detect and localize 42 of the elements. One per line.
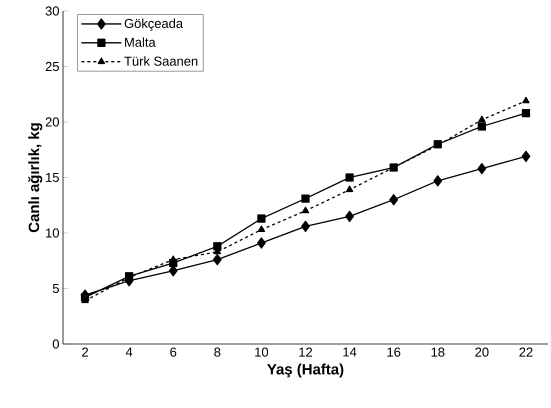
point	[301, 220, 310, 232]
point	[477, 162, 486, 174]
legend-label: Malta	[125, 37, 156, 47]
x-tick-label: 18	[432, 348, 444, 357]
x-tick-label: 4	[126, 348, 132, 356]
x-tick-label: 22	[519, 348, 533, 357]
y-tick-label: 20	[46, 117, 59, 127]
point	[478, 122, 486, 131]
point	[301, 194, 310, 203]
x-axis-title: Yaş (Hafta)	[267, 364, 344, 378]
x-tick-label: 10	[255, 348, 268, 357]
y-tick-label: 25	[46, 62, 59, 72]
y-tick-label: 15	[46, 172, 59, 182]
x-tick-label: 8	[214, 348, 220, 357]
point	[478, 116, 486, 122]
x-tick-label: 2	[82, 348, 88, 357]
y-axis-title: Canlı ağırlık, kg	[28, 123, 42, 232]
point	[345, 173, 354, 182]
point	[213, 242, 222, 250]
y-tick-label: 5	[52, 284, 59, 294]
point	[257, 237, 266, 249]
legend-label: Türk Saanen	[124, 56, 198, 66]
y-tick-label: 10	[46, 228, 59, 238]
x-tick-label: 20	[475, 348, 489, 357]
x-tick-label: 16	[387, 348, 400, 357]
point	[433, 175, 442, 186]
x-tick-label: 6	[170, 348, 176, 357]
point	[345, 210, 354, 222]
point	[257, 214, 266, 223]
point	[212, 254, 222, 266]
x-tick-label: 14	[343, 348, 356, 356]
point	[522, 108, 530, 118]
point	[522, 150, 530, 162]
y-tick-label: 30	[46, 6, 59, 16]
x-tick-label: 12	[299, 348, 312, 357]
point	[389, 194, 398, 206]
legend-label: Gökçeada	[124, 18, 184, 31]
point	[302, 206, 310, 214]
y-tick-label: 0	[52, 339, 59, 349]
point	[258, 226, 266, 232]
point	[522, 96, 530, 104]
point	[346, 186, 354, 192]
